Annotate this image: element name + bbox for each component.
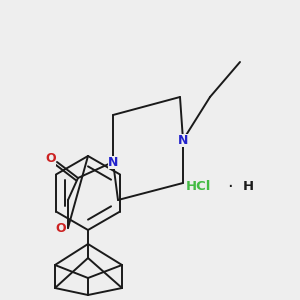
Text: N: N: [108, 155, 118, 169]
Text: HCl: HCl: [185, 181, 211, 194]
Text: N: N: [178, 134, 188, 146]
Text: O: O: [56, 221, 66, 235]
Text: ·: ·: [227, 178, 233, 196]
Text: H: H: [242, 181, 253, 194]
Text: O: O: [46, 152, 56, 166]
